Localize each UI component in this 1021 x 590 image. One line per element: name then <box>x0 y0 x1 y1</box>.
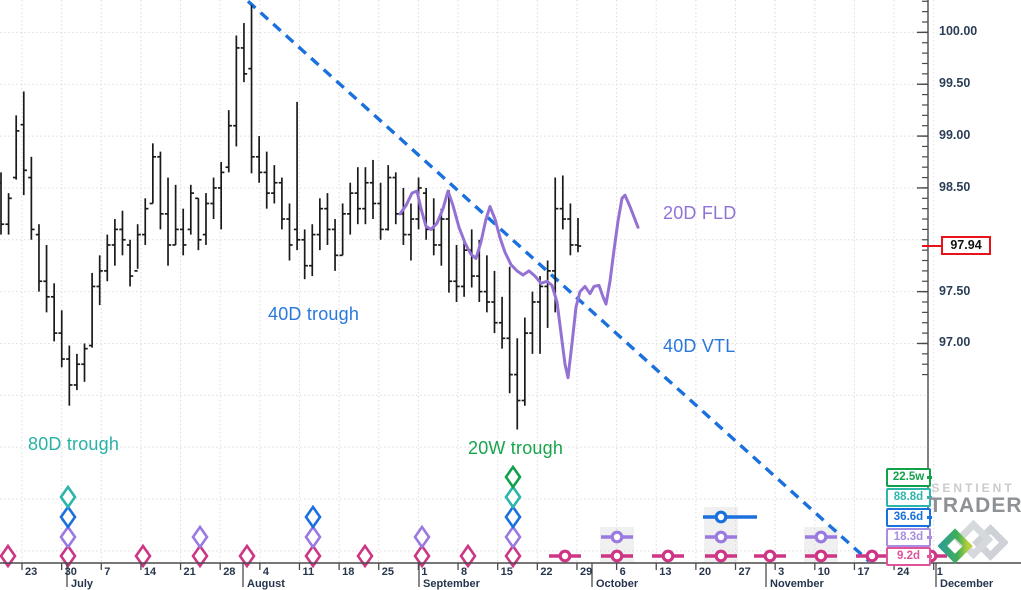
price-label: 97.50 <box>939 283 971 298</box>
current-price-box: 97.94 <box>941 236 991 255</box>
legend-item-9.2d[interactable]: 9.2d <box>886 546 931 566</box>
legend-item-36.6d[interactable]: 36.6d <box>886 507 931 527</box>
price-label: 98.50 <box>939 179 971 194</box>
gridlines <box>0 0 935 563</box>
legend-item-88.8d[interactable]: 88.8d <box>886 487 931 507</box>
legend-stub <box>927 515 932 519</box>
fld-line <box>398 189 640 380</box>
date-tick-label: 8 <box>461 566 468 578</box>
date-tick-label: 10 <box>817 566 831 578</box>
date-tick-label: 15 <box>500 566 513 578</box>
date-tick-label: 23 <box>25 566 38 578</box>
ohlc-bars <box>0 5 582 430</box>
price-label: 97.00 <box>939 335 971 350</box>
sentient-trader-logo: SENTIENT TRADER <box>929 481 1021 571</box>
date-tick-label: 27 <box>738 566 751 578</box>
month-label: November <box>770 578 824 590</box>
legend-stub <box>927 554 932 558</box>
fld-annotation: 20D FLD <box>663 203 737 223</box>
date-tick-label: 17 <box>857 566 870 578</box>
date-tick-label: 22 <box>540 566 553 578</box>
date-tick-label: 25 <box>381 566 394 578</box>
date-tick-label: 30 <box>64 566 77 578</box>
trough-80d-annotation: 80D trough <box>28 434 120 454</box>
logo-line1: SENTIENT <box>931 481 1015 495</box>
date-tick-label: 24 <box>897 566 910 578</box>
vtl-annotation: 40D VTL <box>663 336 736 356</box>
date-tick-label: 11 <box>302 566 315 578</box>
logo-line2: TRADER <box>929 494 1021 517</box>
legend-stub <box>927 535 932 539</box>
date-tick-label: 14 <box>143 566 157 578</box>
legend-item-18.3d[interactable]: 18.3d <box>886 527 931 547</box>
date-tick-label: 18 <box>342 566 355 578</box>
month-label: July <box>71 578 94 590</box>
date-tick-label: 1 <box>936 566 943 578</box>
date-tick-label: 21 <box>183 566 196 578</box>
date-tick-label: 1 <box>421 566 428 578</box>
month-label: December <box>940 578 994 590</box>
vtl-line <box>246 0 871 563</box>
date-tick-label: 28 <box>223 566 236 578</box>
legend-item-22.5w[interactable]: 22.5w <box>886 467 931 487</box>
date-tick-label: 3 <box>778 566 785 578</box>
sentient-trader-logo-mark <box>937 519 1009 564</box>
date-tick-label: 20 <box>698 566 712 578</box>
past-trough-markers <box>0 464 522 569</box>
date-tick-label: 4 <box>262 566 269 578</box>
date-tick-label: 6 <box>619 566 626 578</box>
legend-stub <box>927 495 932 499</box>
month-label: September <box>423 578 480 590</box>
price-label: 99.50 <box>939 76 971 91</box>
trough-20w-annotation: 20W trough <box>468 438 564 458</box>
price-label: 100.00 <box>939 24 978 39</box>
trough-40d-annotation: 40D trough <box>268 304 360 324</box>
date-tick-label: 7 <box>104 566 111 578</box>
month-label: August <box>247 578 285 590</box>
date-tick-label: 29 <box>579 566 593 578</box>
legend-stub <box>927 475 932 479</box>
date-tick-label: 13 <box>659 566 672 578</box>
price-label: 99.00 <box>939 128 971 143</box>
month-label: October <box>596 578 639 590</box>
